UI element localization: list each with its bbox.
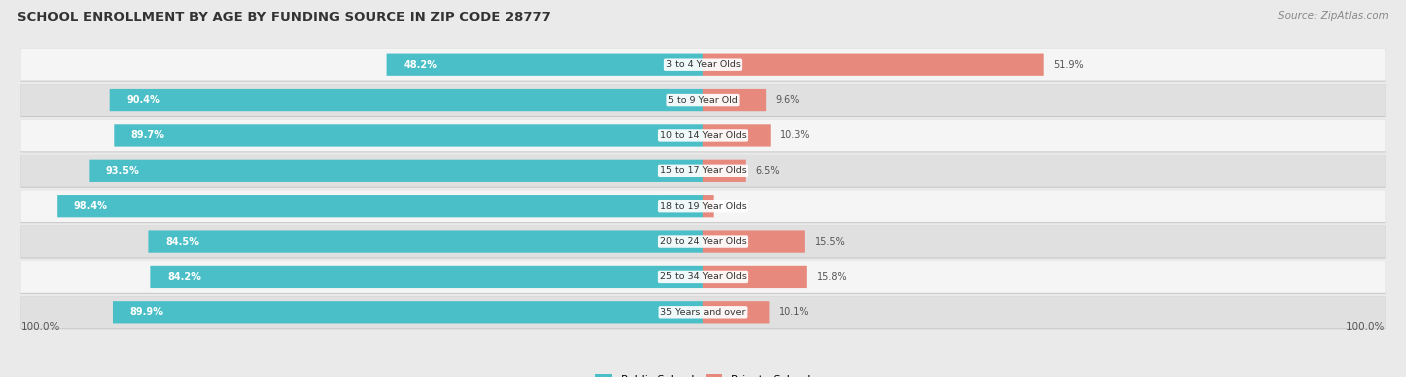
FancyBboxPatch shape	[20, 49, 1386, 81]
FancyBboxPatch shape	[110, 89, 703, 111]
FancyBboxPatch shape	[703, 160, 745, 182]
FancyBboxPatch shape	[20, 49, 1386, 82]
FancyBboxPatch shape	[20, 120, 1386, 151]
Text: 84.2%: 84.2%	[167, 272, 201, 282]
FancyBboxPatch shape	[20, 296, 1386, 329]
Text: 3 to 4 Year Olds: 3 to 4 Year Olds	[665, 60, 741, 69]
Text: 90.4%: 90.4%	[127, 95, 160, 105]
FancyBboxPatch shape	[703, 301, 769, 323]
FancyBboxPatch shape	[20, 155, 1386, 188]
FancyBboxPatch shape	[703, 89, 766, 111]
Text: 6.5%: 6.5%	[755, 166, 780, 176]
Text: 35 Years and over: 35 Years and over	[661, 308, 745, 317]
FancyBboxPatch shape	[20, 84, 1386, 117]
FancyBboxPatch shape	[387, 54, 703, 76]
FancyBboxPatch shape	[703, 230, 804, 253]
Text: 98.4%: 98.4%	[73, 201, 108, 211]
FancyBboxPatch shape	[20, 261, 1386, 294]
FancyBboxPatch shape	[20, 261, 1386, 293]
Text: Source: ZipAtlas.com: Source: ZipAtlas.com	[1278, 11, 1389, 21]
FancyBboxPatch shape	[20, 226, 1386, 257]
Text: 100.0%: 100.0%	[21, 322, 60, 332]
Text: 15.5%: 15.5%	[814, 236, 845, 247]
Text: 5 to 9 Year Old: 5 to 9 Year Old	[668, 95, 738, 104]
FancyBboxPatch shape	[703, 124, 770, 147]
FancyBboxPatch shape	[149, 230, 703, 253]
FancyBboxPatch shape	[703, 54, 1043, 76]
FancyBboxPatch shape	[20, 296, 1386, 328]
Text: 10 to 14 Year Olds: 10 to 14 Year Olds	[659, 131, 747, 140]
FancyBboxPatch shape	[20, 226, 1386, 259]
Text: 15 to 17 Year Olds: 15 to 17 Year Olds	[659, 166, 747, 175]
FancyBboxPatch shape	[703, 195, 714, 217]
Legend: Public School, Private School: Public School, Private School	[591, 369, 815, 377]
Text: 51.9%: 51.9%	[1053, 60, 1084, 70]
FancyBboxPatch shape	[150, 266, 703, 288]
Text: 89.7%: 89.7%	[131, 130, 165, 141]
FancyBboxPatch shape	[20, 155, 1386, 187]
FancyBboxPatch shape	[112, 301, 703, 323]
Text: 100.0%: 100.0%	[1346, 322, 1385, 332]
Text: 9.6%: 9.6%	[776, 95, 800, 105]
FancyBboxPatch shape	[20, 190, 1386, 222]
FancyBboxPatch shape	[20, 190, 1386, 223]
Text: 10.1%: 10.1%	[779, 307, 810, 317]
Text: 93.5%: 93.5%	[105, 166, 139, 176]
Text: SCHOOL ENROLLMENT BY AGE BY FUNDING SOURCE IN ZIP CODE 28777: SCHOOL ENROLLMENT BY AGE BY FUNDING SOUR…	[17, 11, 551, 24]
FancyBboxPatch shape	[90, 160, 703, 182]
Text: 89.9%: 89.9%	[129, 307, 163, 317]
Text: 18 to 19 Year Olds: 18 to 19 Year Olds	[659, 202, 747, 211]
Text: 10.3%: 10.3%	[780, 130, 811, 141]
Text: 20 to 24 Year Olds: 20 to 24 Year Olds	[659, 237, 747, 246]
FancyBboxPatch shape	[58, 195, 703, 217]
FancyBboxPatch shape	[114, 124, 703, 147]
FancyBboxPatch shape	[20, 120, 1386, 152]
FancyBboxPatch shape	[20, 84, 1386, 116]
Text: 25 to 34 Year Olds: 25 to 34 Year Olds	[659, 273, 747, 282]
Text: 84.5%: 84.5%	[165, 236, 198, 247]
FancyBboxPatch shape	[703, 266, 807, 288]
Text: 15.8%: 15.8%	[817, 272, 848, 282]
Text: 48.2%: 48.2%	[404, 60, 437, 70]
Text: 1.6%: 1.6%	[723, 201, 748, 211]
